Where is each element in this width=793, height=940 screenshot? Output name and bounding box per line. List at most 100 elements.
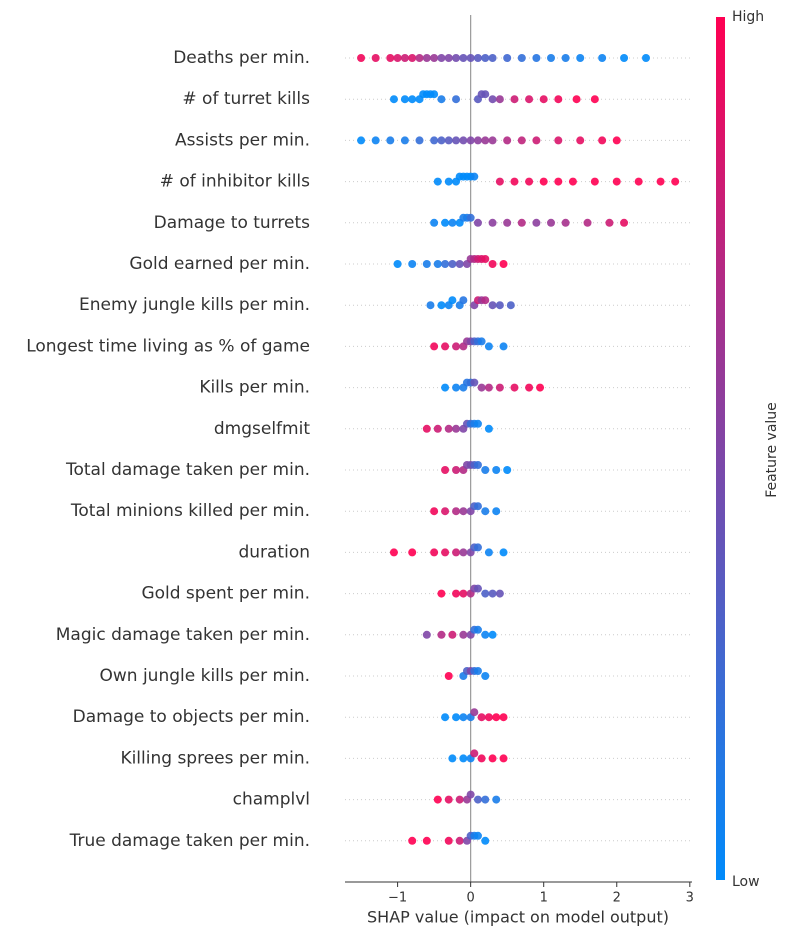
shap-point <box>389 95 398 104</box>
shap-point <box>433 177 442 186</box>
shap-point <box>656 177 665 186</box>
shap-point <box>481 466 490 474</box>
shap-point <box>492 795 501 804</box>
shap-point <box>444 795 453 804</box>
shap-point <box>452 713 461 722</box>
shap-point <box>634 177 643 186</box>
shap-point <box>554 136 563 145</box>
shap-point <box>481 296 490 305</box>
shap-point <box>389 548 398 557</box>
shap-point <box>488 589 497 598</box>
shap-point <box>510 95 519 104</box>
shap-point <box>484 548 493 557</box>
shap-point <box>590 95 599 104</box>
colorbar <box>716 17 725 880</box>
shap-point <box>386 54 395 62</box>
shap-point <box>371 136 380 145</box>
colorbar-low: Low <box>732 874 760 890</box>
shap-point <box>503 466 512 474</box>
shap-point <box>459 136 468 145</box>
shap-point <box>481 630 490 639</box>
shap-point <box>452 54 461 62</box>
shap-point <box>532 218 541 227</box>
shap-point <box>459 296 468 305</box>
shap-point <box>459 713 468 722</box>
shap-point <box>408 54 417 62</box>
shap-point <box>499 260 508 268</box>
shap-point <box>393 260 402 268</box>
shap-point <box>371 54 380 62</box>
shap-point <box>525 383 534 392</box>
feature-label: Enemy jungle kills per min. <box>79 295 310 315</box>
shap-point <box>488 754 497 763</box>
shap-point <box>430 136 439 145</box>
shap-point <box>422 836 431 845</box>
shap-point <box>470 172 479 181</box>
shap-point <box>430 548 439 557</box>
shap-point <box>481 672 490 680</box>
shap-point <box>430 507 439 516</box>
feature-label: Assists per min. <box>175 130 310 150</box>
shap-point <box>448 218 457 227</box>
shap-point <box>422 424 431 433</box>
feature-label: duration <box>238 542 310 562</box>
shap-point <box>473 667 482 675</box>
shap-point <box>357 136 366 145</box>
shap-point <box>612 136 621 145</box>
shap-point <box>495 177 504 186</box>
shap-point <box>400 136 409 145</box>
shap-point <box>448 260 457 268</box>
shap-point <box>620 218 629 227</box>
feature-label: Damage to objects per min. <box>73 707 310 727</box>
shap-point <box>452 507 461 516</box>
shap-point <box>481 54 490 62</box>
colorbar-high: High <box>732 9 764 25</box>
shap-point <box>517 54 526 62</box>
shap-point <box>488 95 497 104</box>
shap-point <box>473 136 482 145</box>
x-axis-label: SHAP value (impact on model output) <box>367 908 669 927</box>
shap-point <box>448 754 457 763</box>
shap-point <box>430 90 439 99</box>
shap-point <box>620 54 629 62</box>
shap-point <box>488 136 497 145</box>
shap-point <box>455 836 464 845</box>
shap-point <box>437 136 446 145</box>
shap-point <box>561 54 570 62</box>
shap-point <box>484 424 493 433</box>
shap-point <box>499 713 508 722</box>
shap-point <box>488 260 497 268</box>
x-tick-label: 0 <box>467 891 475 906</box>
shap-point <box>547 54 556 62</box>
feature-label: Kills per min. <box>199 378 310 398</box>
shap-point <box>506 301 515 310</box>
shap-point <box>495 589 504 598</box>
feature-label: Total minions killed per min. <box>70 501 310 521</box>
shap-point <box>503 218 512 227</box>
shap-point <box>492 466 501 474</box>
shap-point <box>481 836 490 845</box>
shap-point <box>525 177 534 186</box>
shap-point <box>455 795 464 804</box>
shap-point <box>452 466 461 474</box>
shap-point <box>473 831 482 840</box>
shap-point <box>441 218 450 227</box>
shap-point <box>473 502 482 511</box>
feature-label: # of turret kills <box>182 89 310 109</box>
shap-point <box>459 589 468 598</box>
shap-point <box>488 218 497 227</box>
shap-point <box>477 337 486 346</box>
shap-point <box>422 54 431 62</box>
feature-label: Damage to turrets <box>154 213 310 233</box>
shap-point <box>444 424 453 433</box>
shap-point <box>415 54 424 62</box>
shap-point <box>590 177 599 186</box>
shap-point <box>408 836 417 845</box>
shap-point <box>488 630 497 639</box>
feature-label: champlvl <box>233 790 310 810</box>
shap-point <box>473 218 482 227</box>
shap-point <box>466 136 475 145</box>
shap-point <box>473 54 482 62</box>
shap-point <box>539 177 548 186</box>
x-tick-label: 1 <box>540 891 548 906</box>
